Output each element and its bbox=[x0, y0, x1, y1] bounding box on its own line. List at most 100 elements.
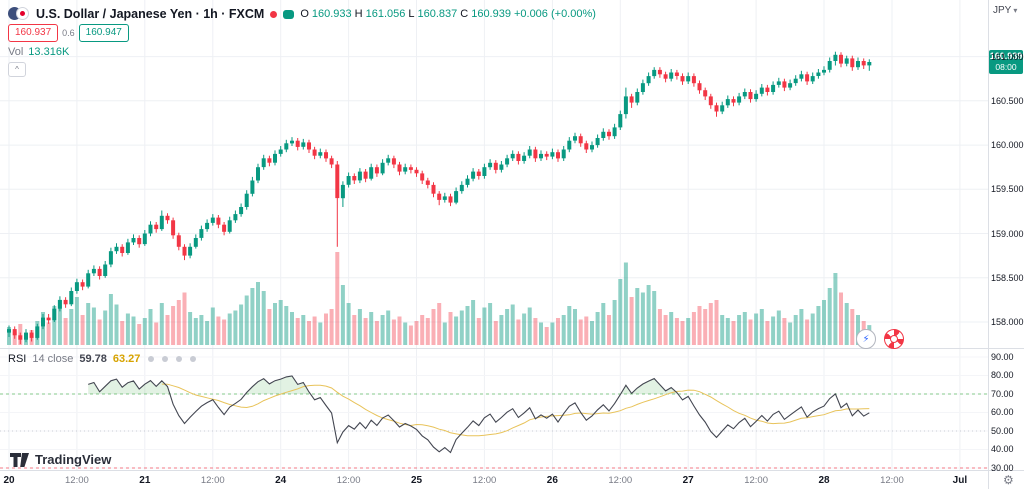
market-status-icon[interactable] bbox=[270, 10, 278, 18]
candle-body bbox=[380, 162, 385, 174]
volume-bar bbox=[612, 300, 617, 345]
volume-bar bbox=[527, 307, 532, 345]
candle-body bbox=[363, 171, 368, 179]
candle-body bbox=[799, 74, 804, 79]
tradingview-logo[interactable]: TradingView bbox=[10, 452, 111, 467]
time-axis-label: 12:00 bbox=[608, 475, 633, 486]
candle-body bbox=[250, 180, 255, 194]
candle-body bbox=[454, 191, 459, 203]
collapse-legend-button[interactable]: ^ bbox=[8, 62, 26, 77]
broker-lifebuoy-icon[interactable] bbox=[884, 329, 904, 349]
settings-icon[interactable]: ⚙ bbox=[1003, 473, 1014, 487]
candle-body bbox=[216, 217, 221, 225]
volume-bar bbox=[46, 322, 51, 345]
candle-body bbox=[686, 76, 691, 82]
candle-body bbox=[856, 61, 860, 68]
volume-bar bbox=[623, 262, 628, 345]
rsi-axis-label: 30.00 bbox=[991, 462, 1014, 473]
candle-body bbox=[539, 153, 543, 159]
quick-trade-button[interactable]: ⚡ bbox=[856, 329, 876, 349]
volume-bar bbox=[669, 312, 674, 345]
volume-bar bbox=[550, 322, 555, 345]
candle-body bbox=[284, 143, 289, 150]
buy-button[interactable]: 160.947 bbox=[78, 24, 129, 42]
candle-body bbox=[822, 69, 826, 73]
candle-body bbox=[748, 92, 753, 100]
candle-body bbox=[567, 140, 572, 150]
candle-body bbox=[861, 61, 866, 66]
volume-bar bbox=[657, 309, 662, 345]
currency-label: JPY bbox=[993, 5, 1012, 16]
rsi-delete-icon[interactable] bbox=[176, 356, 183, 362]
candle-body bbox=[793, 78, 798, 84]
candle-body bbox=[103, 264, 108, 276]
candle-body bbox=[301, 142, 306, 147]
volume-bar bbox=[408, 325, 413, 345]
volume-legend: Vol 13.316K bbox=[8, 46, 69, 58]
volume-bar bbox=[380, 315, 385, 345]
candle-body bbox=[159, 215, 164, 230]
volume-bar bbox=[148, 309, 153, 345]
candle-body bbox=[52, 308, 57, 321]
candle-body bbox=[74, 282, 79, 291]
candle-body bbox=[352, 176, 357, 181]
volume-bar bbox=[74, 297, 79, 345]
candle-body bbox=[7, 329, 11, 333]
volume-bar bbox=[369, 312, 374, 345]
last-price-badge: 160.939 08:00 bbox=[989, 50, 1023, 74]
candle-body bbox=[403, 167, 408, 172]
rsi-axis-label: 90.00 bbox=[991, 351, 1014, 362]
symbol-pair-icon bbox=[8, 7, 30, 21]
trade-buttons: 160.937 0.6 160.947 bbox=[8, 24, 129, 42]
volume-bar bbox=[561, 315, 566, 345]
volume-bar bbox=[539, 322, 543, 345]
time-axis-label: 26 bbox=[546, 475, 558, 486]
rsi-name[interactable]: RSI bbox=[8, 353, 27, 365]
volume-bar bbox=[471, 300, 476, 345]
volume-bar bbox=[57, 300, 62, 345]
volume-bar bbox=[199, 315, 204, 345]
rsi-axis-label: 40.00 bbox=[991, 444, 1014, 455]
candle-body bbox=[369, 167, 374, 179]
candle-body bbox=[256, 167, 260, 181]
volume-bar bbox=[69, 309, 74, 345]
rsi-more-icon[interactable] bbox=[190, 356, 197, 362]
candle-body bbox=[114, 246, 119, 252]
candles-layer bbox=[7, 51, 872, 345]
volume-bar bbox=[748, 319, 753, 345]
rsi-settings-icon[interactable] bbox=[162, 356, 169, 362]
price-axis-currency-button[interactable]: JPY ▾ bbox=[993, 5, 1017, 16]
data-mode-icon[interactable] bbox=[283, 9, 295, 19]
candle-body bbox=[273, 153, 277, 163]
volume-bar bbox=[256, 282, 260, 345]
volume-value: 13.316K bbox=[28, 46, 70, 58]
symbol-title[interactable]: U.S. Dollar / Japanese Yen · 1h · FXCM bbox=[36, 7, 265, 21]
candle-body bbox=[199, 229, 204, 238]
candle-body bbox=[205, 222, 210, 230]
candle-body bbox=[239, 207, 244, 215]
rsi-ma-line bbox=[161, 383, 870, 437]
volume-bar bbox=[108, 294, 113, 345]
candle-body bbox=[295, 140, 300, 147]
volume-bar bbox=[420, 315, 425, 345]
volume-bar bbox=[114, 304, 119, 345]
candle-body bbox=[408, 167, 413, 170]
rsi-eye-icon[interactable] bbox=[148, 356, 155, 362]
candle-body bbox=[827, 61, 832, 70]
volume-bar bbox=[329, 309, 334, 345]
candle-body bbox=[193, 238, 198, 247]
candle-body bbox=[669, 72, 674, 79]
volume-bar bbox=[816, 306, 821, 345]
candle-body bbox=[640, 83, 645, 92]
candle-body bbox=[754, 93, 759, 100]
candle-body bbox=[290, 140, 294, 144]
volume-bar bbox=[822, 300, 826, 345]
candle-body bbox=[510, 153, 515, 159]
candle-body bbox=[759, 87, 764, 94]
candle-body bbox=[527, 149, 532, 156]
sell-button[interactable]: 160.937 bbox=[8, 24, 59, 42]
volume-bar bbox=[833, 273, 838, 345]
volume-bar bbox=[663, 315, 668, 345]
